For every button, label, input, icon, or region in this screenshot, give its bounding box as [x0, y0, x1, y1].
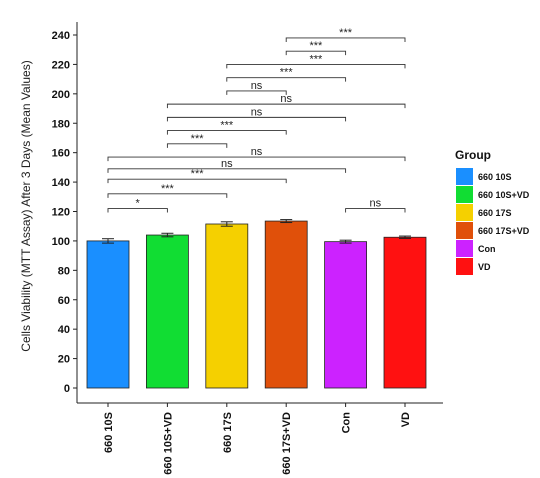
significance-bracket: * [107, 198, 168, 213]
y-tick-label: 0 [64, 383, 70, 395]
y-axis-label-group: Cells Viability (MTT Assay) After 3 Days… [19, 60, 33, 351]
significance-label: ns [221, 158, 233, 170]
significance-bracket: *** [107, 183, 228, 198]
bracket-line [166, 103, 406, 109]
bracket-line [107, 193, 228, 198]
y-tick-label: 80 [58, 265, 70, 277]
bar [205, 223, 249, 389]
significance-label: *** [191, 133, 205, 145]
significance-label: *** [309, 53, 323, 65]
significance-bracket: ns [166, 106, 347, 122]
y-tick-label: 140 [52, 177, 70, 189]
y-tick-label: 180 [52, 118, 70, 130]
x-tick-label: 660 17S [222, 412, 234, 453]
bar [86, 240, 130, 389]
legend-title: Group [455, 148, 491, 162]
significance-label: *** [161, 183, 175, 195]
significance-bracket: ns [226, 80, 287, 95]
bracket-line [166, 116, 347, 122]
significance-bracket: ns [166, 93, 406, 109]
bar [145, 234, 189, 389]
significance-label: ns [280, 93, 292, 105]
x-tick-label: 660 10S+VD [162, 412, 174, 475]
significance-label: *** [339, 27, 353, 39]
significance-bracket: *** [166, 120, 287, 135]
significance-bracket: *** [166, 133, 228, 148]
significance-bracket: *** [285, 27, 406, 42]
y-tick-label: 220 [52, 59, 70, 71]
y-tick-label: 60 [58, 295, 70, 307]
significance-label: * [136, 198, 141, 210]
significance-label: ns [251, 80, 263, 92]
x-tick-label: VD [400, 412, 412, 427]
legend-item-label: 660 10S [478, 172, 512, 182]
x-tick-label: Con [341, 412, 353, 434]
significance-bracket: *** [107, 168, 287, 184]
legend-swatch [456, 168, 473, 185]
y-tick-label: 100 [52, 236, 70, 248]
bracket-line [226, 63, 406, 69]
legend-swatch [456, 240, 473, 257]
legend-swatch [456, 204, 473, 221]
legend-item-label: 660 10S+VD [478, 190, 530, 200]
significance-label: ns [251, 146, 263, 158]
y-tick-label: 200 [52, 89, 70, 101]
significance-bracket: ns [345, 198, 406, 213]
legend-item-label: 660 17S [478, 208, 512, 218]
x-tick-label: 660 10S [103, 412, 115, 453]
significance-bracket: *** [226, 67, 347, 82]
y-tick-label: 160 [52, 148, 70, 160]
y-tick-label: 40 [58, 324, 70, 336]
bracket-line [226, 90, 287, 95]
legend-item-label: 660 17S+VD [478, 226, 530, 236]
bracket-line [107, 168, 347, 173]
legend-swatch [456, 222, 473, 239]
y-tick-label: 20 [58, 354, 70, 366]
significance-label: ns [251, 106, 263, 118]
bracket-line [285, 37, 406, 42]
legend-item-label: Con [478, 244, 496, 254]
significance-bracket: ns [107, 146, 406, 162]
bar [264, 220, 308, 389]
bracket-line [345, 208, 406, 213]
bracket-line [107, 208, 168, 213]
bars [86, 219, 427, 389]
significance-label: ns [369, 198, 381, 210]
x-tick-label: 660 17S+VD [281, 412, 293, 475]
significance-bracket: ns [107, 158, 347, 173]
bracket-line [107, 178, 287, 184]
bracket-line [107, 156, 406, 162]
y-axis-label: Cells Viability (MTT Assay) After 3 Days… [19, 60, 33, 351]
significance-label: *** [191, 168, 205, 180]
significance-bracket: *** [226, 53, 406, 69]
legend-swatch [456, 258, 473, 275]
bracket-line [166, 130, 287, 135]
y-tick-label: 240 [52, 30, 70, 42]
significance-label: *** [309, 40, 323, 52]
significance-bracket: *** [285, 40, 347, 56]
y-tick-label: 120 [52, 207, 70, 219]
significance-label: *** [220, 120, 234, 132]
bracket-line [285, 50, 347, 56]
bracket-line [166, 143, 228, 148]
bar [324, 241, 368, 389]
axes: 0 20 40 60 80 100 120 140 160 180 200 220 240 660 10S… [52, 22, 443, 475]
legend-item-label: VD [478, 262, 491, 272]
legend: Group 660 10S 660 10S+VD 660 17S 660 17S+VD… [455, 148, 530, 275]
bar [383, 236, 427, 389]
significance-label: *** [280, 67, 294, 79]
legend-swatch [456, 186, 473, 203]
bracket-line [226, 77, 347, 82]
